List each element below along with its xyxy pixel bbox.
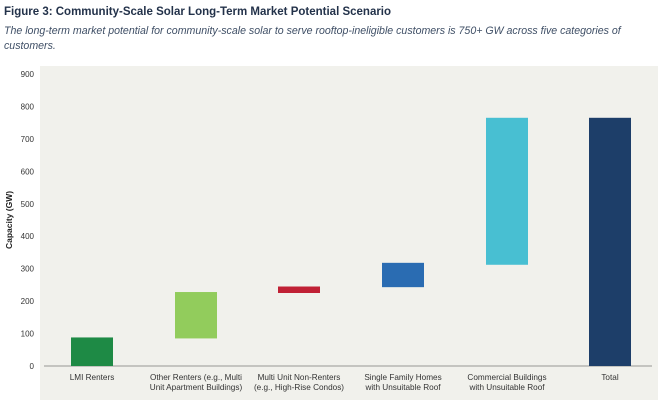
x-axis-labels: LMI Renters Other Renters (e.g., Multi Uni… <box>70 373 619 392</box>
bar-5 <box>486 117 528 265</box>
y-tick-label: 600 <box>21 167 35 176</box>
y-tick-label: 300 <box>21 265 35 274</box>
y-axis-label: Capacity (GW) <box>4 191 14 249</box>
x-tick-label: Commercial Buildings with Unsuitable Roof <box>467 373 546 392</box>
plot-background <box>40 66 658 400</box>
y-tick-label: 700 <box>21 135 35 144</box>
y-tick-label: 100 <box>21 330 35 339</box>
bars <box>71 117 631 366</box>
y-tick-label: 200 <box>21 297 35 306</box>
bar-2 <box>175 292 217 339</box>
x-tick-label: Other Renters (e.g., Multi Unit Apartment… <box>150 373 243 392</box>
x-tick-label: Total <box>601 373 618 382</box>
bar-1 <box>71 337 113 366</box>
y-tick-label: 0 <box>30 362 35 371</box>
bar-4 <box>382 262 424 288</box>
y-tick-label: 900 <box>21 70 35 79</box>
figure-subtitle: The long-term market potential for commu… <box>4 25 621 52</box>
x-tick-label: LMI Renters <box>70 373 115 382</box>
y-tick-label: 400 <box>21 232 35 241</box>
x-tick-label: Single Family Homes with Unsuitable Roof <box>364 373 441 392</box>
bar-6 <box>589 117 631 366</box>
figure-title: Figure 3: Community-Scale Solar Long-Ter… <box>4 6 392 18</box>
x-tick-label: Multi Unit Non-Renters (e.g., High-Rise C… <box>254 373 344 392</box>
y-tick-label: 500 <box>21 200 35 209</box>
y-axis-ticks: 0 100 200 300 400 500 600 700 800 900 <box>21 70 35 371</box>
y-tick-label: 800 <box>21 102 35 111</box>
bar-3 <box>278 286 320 293</box>
